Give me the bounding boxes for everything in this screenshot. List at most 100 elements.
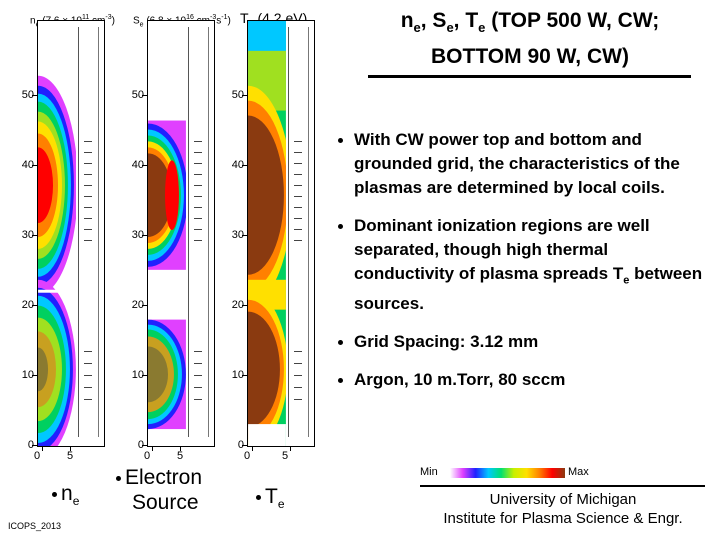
y-tick-mark xyxy=(32,305,37,306)
y-tick-label: 30 xyxy=(231,229,244,241)
coil-marker xyxy=(194,387,202,388)
coil-marker xyxy=(194,185,202,186)
y-tick-mark xyxy=(242,165,247,166)
y-tick-label: 10 xyxy=(21,369,34,381)
y-tick-mark xyxy=(242,375,247,376)
title-line-1: ne, Se, Te (TOP 500 W, CW; xyxy=(400,9,660,36)
y-tick-label: 50 xyxy=(131,89,144,101)
y-tick-mark xyxy=(142,235,147,236)
coil-marker xyxy=(84,163,92,164)
label-line: Source xyxy=(132,491,199,514)
te-label: Te xyxy=(256,484,285,517)
bullet-dot xyxy=(256,494,261,500)
coil-marker xyxy=(194,163,202,164)
colorbar-underline xyxy=(420,485,705,487)
coil-marker xyxy=(84,363,92,364)
y-tick-mark xyxy=(142,165,147,166)
bullet-dot xyxy=(116,475,121,481)
coil-marker xyxy=(294,375,302,376)
coil-marker xyxy=(194,174,202,175)
x-tick-mark xyxy=(152,446,153,451)
y-tick-label: 20 xyxy=(21,299,34,311)
coil-marker xyxy=(294,174,302,175)
affiliation: University of Michigan Institute for Pla… xyxy=(418,490,708,528)
chamber-wall xyxy=(98,27,99,437)
coil-marker xyxy=(194,399,202,400)
y-tick-mark xyxy=(32,445,37,446)
x-tick-label: 5 xyxy=(281,450,289,462)
y-tick-label: 30 xyxy=(21,229,34,241)
coil-marker xyxy=(84,240,92,241)
coil-marker xyxy=(294,387,302,388)
x-tick-label: 0 xyxy=(243,450,251,462)
coil-marker xyxy=(84,152,92,153)
y-tick-mark xyxy=(142,305,147,306)
coil-marker xyxy=(194,152,202,153)
coil-marker xyxy=(194,363,202,364)
x-tick-mark xyxy=(252,446,253,451)
y-tick-label: 30 xyxy=(131,229,144,241)
coil-marker xyxy=(84,196,92,197)
y-tick-label: 40 xyxy=(131,159,144,171)
y-tick-mark xyxy=(242,235,247,236)
coil-marker xyxy=(84,387,92,388)
y-tick-mark xyxy=(242,95,247,96)
y-tick-label: 50 xyxy=(21,89,34,101)
colorbar-gradient xyxy=(450,468,565,478)
title-line-2: BOTTOM 90 W, CW) xyxy=(431,45,629,69)
y-tick-label: 10 xyxy=(131,369,144,381)
coil-marker xyxy=(84,207,92,208)
chamber-wall xyxy=(208,27,209,437)
x-tick-mark xyxy=(42,446,43,451)
colorbar-max-label: Max xyxy=(568,466,589,478)
ne-contour-plot xyxy=(38,21,76,446)
y-tick-label: 0 xyxy=(237,439,244,451)
bullet-item: Argon, 10 m.Torr, 80 sccm xyxy=(336,368,712,392)
coil-marker xyxy=(84,218,92,219)
bullet-item: With CW power top and bottom and grounde… xyxy=(336,128,712,200)
coil-marker xyxy=(84,351,92,352)
coil-marker xyxy=(294,207,302,208)
x-tick-label: 5 xyxy=(176,450,184,462)
coil-marker xyxy=(294,163,302,164)
electron-source-label: Electron Source xyxy=(116,465,202,515)
y-tick-label: 20 xyxy=(231,299,244,311)
te-contour-panel xyxy=(247,20,315,447)
coil-marker xyxy=(294,152,302,153)
coil-marker xyxy=(194,218,202,219)
y-tick-mark xyxy=(32,235,37,236)
coil-marker xyxy=(84,174,92,175)
x-tick-label: 0 xyxy=(143,450,151,462)
coil-marker xyxy=(294,351,302,352)
coil-marker xyxy=(84,399,92,400)
y-tick-mark xyxy=(142,445,147,446)
x-tick-mark xyxy=(290,446,291,451)
chamber-wall xyxy=(78,27,79,437)
conference-footer: ICOPS_2013 xyxy=(8,521,62,531)
bullet-list: With CW power top and bottom and grounde… xyxy=(336,128,712,406)
y-tick-label: 50 xyxy=(231,89,244,101)
coil-marker xyxy=(294,363,302,364)
x-tick-label: 5 xyxy=(66,450,74,462)
coil-marker xyxy=(294,229,302,230)
bullet-dot xyxy=(52,491,57,497)
x-tick-label: 0 xyxy=(33,450,41,462)
y-tick-mark xyxy=(32,375,37,376)
coil-marker xyxy=(84,375,92,376)
coil-marker xyxy=(84,229,92,230)
y-tick-mark xyxy=(142,95,147,96)
colorbar: Min Max xyxy=(420,466,705,487)
y-tick-mark xyxy=(242,445,247,446)
te-contour-plot xyxy=(248,21,286,446)
ne-contour-panel xyxy=(37,20,105,447)
chamber-wall xyxy=(288,27,289,437)
coil-marker xyxy=(294,185,302,186)
y-tick-label: 0 xyxy=(137,439,144,451)
title-underline xyxy=(368,75,691,78)
colorbar-min-label: Min xyxy=(420,466,438,478)
se-contour-plot xyxy=(148,21,186,446)
ne-label: ne xyxy=(52,481,79,514)
y-tick-label: 10 xyxy=(231,369,244,381)
se-contour-panel xyxy=(147,20,215,447)
label-line: Electron xyxy=(116,465,202,490)
